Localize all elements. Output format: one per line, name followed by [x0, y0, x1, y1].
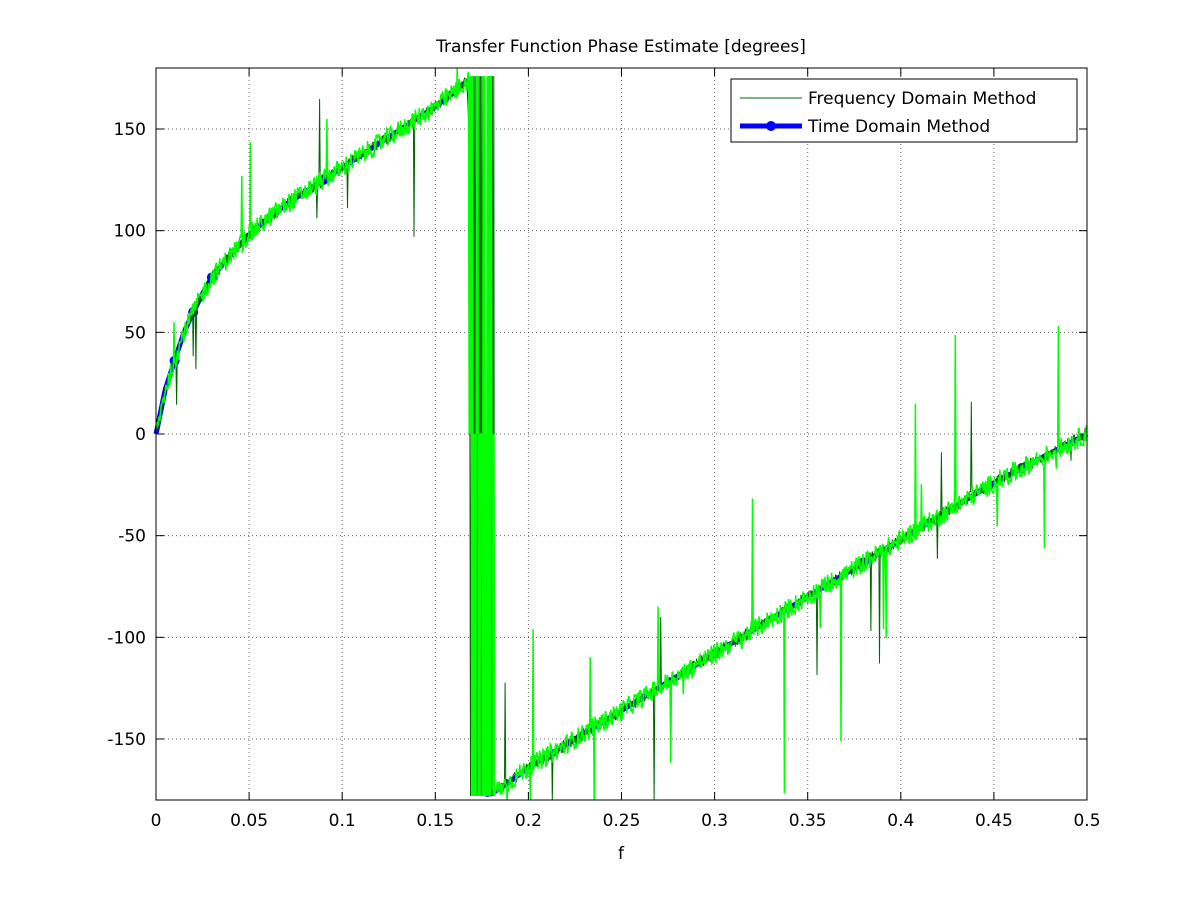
- plot-area-frame: [155, 67, 1088, 801]
- x-tick-label: 0: [151, 811, 162, 831]
- x-tick-label: 0.5: [1073, 811, 1100, 831]
- legend-marker-time: [766, 121, 776, 131]
- y-tick-label: -150: [107, 730, 146, 750]
- x-tick-label: 0.2: [515, 811, 542, 831]
- legend-label-time: Time Domain Method: [807, 117, 990, 137]
- y-tick-label: -100: [107, 628, 146, 648]
- x-tick-label: 0.05: [230, 811, 268, 831]
- legend: Frequency Domain Method Time Domain Meth…: [730, 78, 1078, 143]
- x-axis-label: f: [618, 844, 625, 864]
- x-tick-label: 0.45: [975, 811, 1013, 831]
- x-tick-label: 0.1: [329, 811, 356, 831]
- y-tick-label: 0: [135, 425, 146, 445]
- y-tick-label: 100: [114, 222, 146, 242]
- y-tick-label: 150: [114, 120, 146, 140]
- legend-label-frequency: Frequency Domain Method: [808, 89, 1036, 109]
- series-lines: [153, 67, 1089, 801]
- x-tick-label: 0.3: [701, 811, 728, 831]
- x-tick-label: 0.35: [789, 811, 827, 831]
- x-tick-label: 0.4: [887, 811, 914, 831]
- x-tick-label: 0.15: [416, 811, 454, 831]
- legend-box: [730, 78, 1078, 143]
- y-tick-label: -50: [118, 527, 146, 547]
- axis-ticks: 0 0.05 0.1 0.15 0.2 0.25 0.3 0.35 0.4 0.45 0.5 150 1…: [107, 68, 1101, 831]
- series-line-noisy-estimate: [155, 67, 1088, 801]
- y-tick-label: 50: [124, 323, 146, 343]
- chart-title: Transfer Function Phase Estimate [degree…: [435, 37, 806, 57]
- x-tick-label: 0.25: [603, 811, 641, 831]
